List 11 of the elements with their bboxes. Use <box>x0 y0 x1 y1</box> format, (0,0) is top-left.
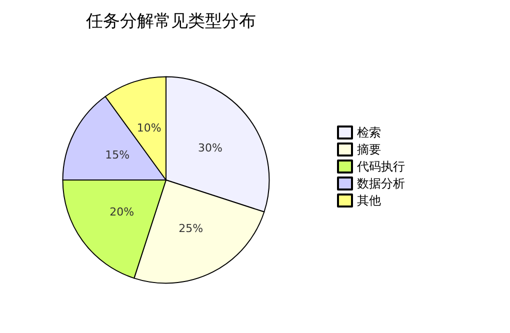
legend-label: 其他 <box>357 194 381 208</box>
legend-label: 数据分析 <box>357 176 405 190</box>
data-label: 15% <box>105 148 130 162</box>
legend-label: 摘要 <box>357 142 381 156</box>
data-label: 25% <box>178 222 204 236</box>
data-label: 20% <box>110 206 134 219</box>
legend-label: 检索 <box>357 126 381 140</box>
data-label: 30% <box>198 141 222 154</box>
legend-label: 代码执行 <box>356 160 405 174</box>
data-label: 10% <box>136 122 162 135</box>
chart-title: 任务分解常见类型分布 <box>85 12 256 32</box>
